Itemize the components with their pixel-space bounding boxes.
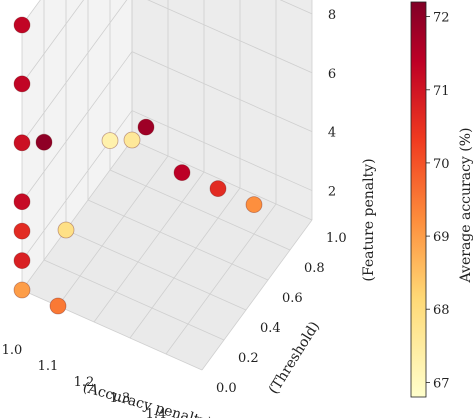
z-tick-labels: 246810 bbox=[328, 8, 336, 200]
grid-line-z-left bbox=[21, 0, 128, 144]
z-tick-label: 6 bbox=[328, 67, 336, 82]
y-tick-label: 1.0 bbox=[326, 231, 347, 246]
data-point bbox=[101, 132, 119, 150]
data-point bbox=[137, 118, 155, 136]
x-tick-label: 1.1 bbox=[38, 359, 59, 374]
y-tick-label: 0.0 bbox=[216, 381, 237, 396]
grid-line-x-floor bbox=[129, 187, 241, 339]
colorbar bbox=[410, 1, 427, 398]
back-pane bbox=[132, 0, 312, 220]
x-tick-labels: 1.01.11.21.31.41.5 bbox=[2, 343, 167, 418]
data-point bbox=[13, 193, 31, 211]
grid-line-z-back bbox=[279, 0, 313, 15]
data-point bbox=[173, 164, 191, 182]
x-tick-label: 1.3 bbox=[110, 391, 131, 406]
grid-line-x-floor bbox=[21, 139, 133, 291]
data-point bbox=[245, 196, 263, 214]
axis-panes bbox=[22, 0, 312, 370]
data-point bbox=[49, 297, 67, 315]
data-points bbox=[13, 16, 263, 315]
z-tick-label: 8 bbox=[328, 8, 336, 23]
grid-line-x-floor bbox=[165, 203, 277, 355]
data-point bbox=[13, 222, 31, 240]
data-point bbox=[13, 252, 31, 270]
x-tick-label: 1.0 bbox=[2, 343, 23, 358]
z-tick-label: 2 bbox=[328, 185, 336, 200]
data-point bbox=[13, 281, 31, 299]
x-axis-label: (Accuracy penalty) bbox=[81, 379, 214, 418]
grid-lines bbox=[21, 0, 313, 371]
grid-line-z-back bbox=[131, 110, 313, 191]
grid-line-z-left bbox=[21, 51, 133, 202]
y-tick-label: 0.6 bbox=[282, 291, 303, 306]
data-point bbox=[123, 131, 141, 149]
z-tick-label: 4 bbox=[328, 126, 336, 141]
grid-line-y-floor bbox=[87, 199, 269, 281]
data-point bbox=[13, 75, 31, 93]
grid-line-z-left bbox=[21, 0, 85, 85]
data-point bbox=[13, 134, 31, 152]
grid-line-z-back bbox=[147, 0, 313, 74]
grid-line-y-floor bbox=[109, 169, 291, 251]
data-point bbox=[57, 221, 75, 239]
z-axis-label: (Feature penalty) bbox=[361, 158, 377, 281]
x-tick-label: 1.4 bbox=[146, 407, 167, 418]
colorbar-tick-label: 70 bbox=[433, 157, 450, 172]
grid-line-y-floor bbox=[131, 139, 313, 221]
data-point bbox=[13, 16, 31, 34]
y-tick-label: 0.2 bbox=[238, 351, 259, 366]
colorbar-ticks: 67 68 69 70 71 72 bbox=[426, 11, 450, 391]
y-tick-label: 0.8 bbox=[304, 261, 325, 276]
grid-line-y-floor bbox=[65, 229, 247, 311]
colorbar-tick-label: 71 bbox=[433, 84, 450, 99]
colorbar-tick-label: 72 bbox=[433, 11, 450, 26]
colorbar-label: Average accuracy (%) bbox=[458, 128, 474, 284]
data-point bbox=[209, 180, 227, 198]
grid-line-x-floor bbox=[93, 171, 205, 323]
grid-line-x-floor bbox=[57, 155, 169, 307]
grid-line-y-floor bbox=[43, 259, 225, 341]
grid-line-z-back bbox=[131, 51, 313, 133]
x-tick-label: 1.2 bbox=[74, 375, 95, 390]
colorbar-tick-label: 69 bbox=[433, 230, 450, 245]
colorbar-tick-label: 68 bbox=[433, 303, 450, 318]
grid-line-x-floor bbox=[201, 219, 313, 371]
floor-pane bbox=[22, 140, 312, 370]
colorbar-tick-label: 67 bbox=[433, 376, 450, 391]
y-tick-labels: 0.00.20.40.60.81.0 bbox=[216, 231, 347, 396]
left-pane bbox=[22, 0, 132, 290]
data-point bbox=[35, 133, 53, 151]
y-tick-label: 0.4 bbox=[260, 321, 281, 336]
